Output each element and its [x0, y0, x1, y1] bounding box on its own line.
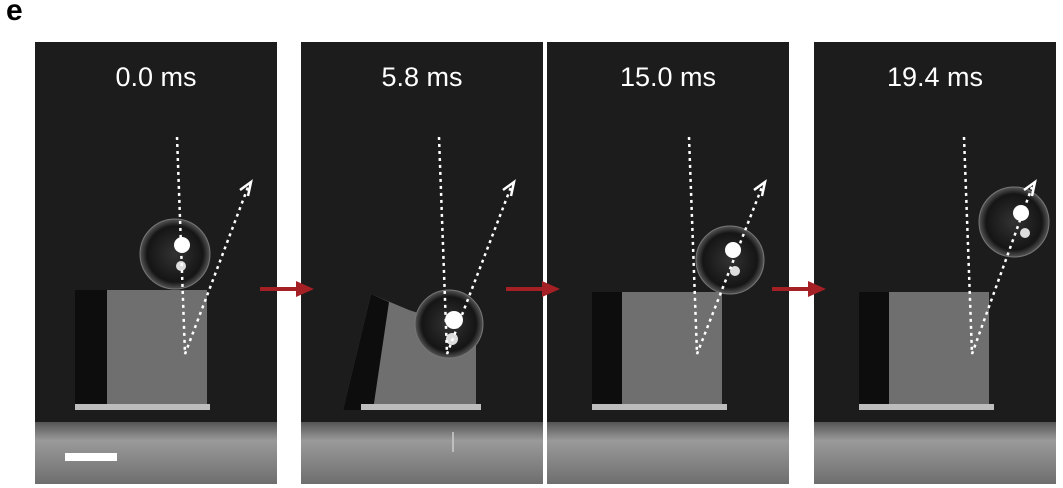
time-label-4: 19.4 ms — [886, 62, 984, 92]
frame-3-image — [547, 42, 789, 484]
frame-2: 5.8 ms — [301, 42, 543, 484]
droplet — [695, 225, 765, 295]
substrate-shadow — [75, 290, 107, 410]
frame-4-image — [814, 42, 1056, 484]
scale-bar — [65, 453, 117, 461]
time-label-2: 5.8 ms — [381, 62, 463, 92]
substrate-shadow — [859, 292, 889, 410]
trajectory-arrowhead — [753, 179, 767, 197]
arrow-right-icon — [772, 281, 826, 297]
droplet-highlight — [1013, 205, 1029, 221]
frame-1-image — [35, 42, 277, 484]
trajectory — [962, 136, 1034, 355]
frame-1: 0.0 ms — [35, 42, 277, 484]
arrow-right-icon — [260, 281, 314, 297]
arrow-right-icon — [506, 281, 560, 297]
panel-letter: e — [6, 0, 23, 27]
time-label-3: 15.0 ms — [619, 62, 717, 92]
trajectory — [687, 136, 764, 355]
trajectory-arrowhead — [1023, 179, 1037, 197]
floor — [814, 422, 1056, 484]
trajectory — [437, 136, 513, 355]
substrate-shadow — [592, 292, 622, 410]
frame-3: 15.0 ms — [547, 42, 789, 484]
droplet-highlight — [174, 237, 190, 253]
substrate-shadow — [343, 294, 389, 410]
time-label-1: 0.0 ms — [115, 62, 197, 92]
trajectory-arrowhead — [502, 179, 516, 197]
droplet — [139, 218, 211, 290]
frame-4: 19.4 ms — [814, 42, 1056, 484]
droplet — [978, 186, 1050, 258]
floor — [547, 422, 789, 484]
droplet-highlight — [445, 311, 463, 329]
floor — [301, 422, 543, 484]
trajectory-arrowhead — [239, 179, 253, 197]
trajectory — [175, 136, 250, 355]
frame-2-image — [301, 42, 543, 484]
